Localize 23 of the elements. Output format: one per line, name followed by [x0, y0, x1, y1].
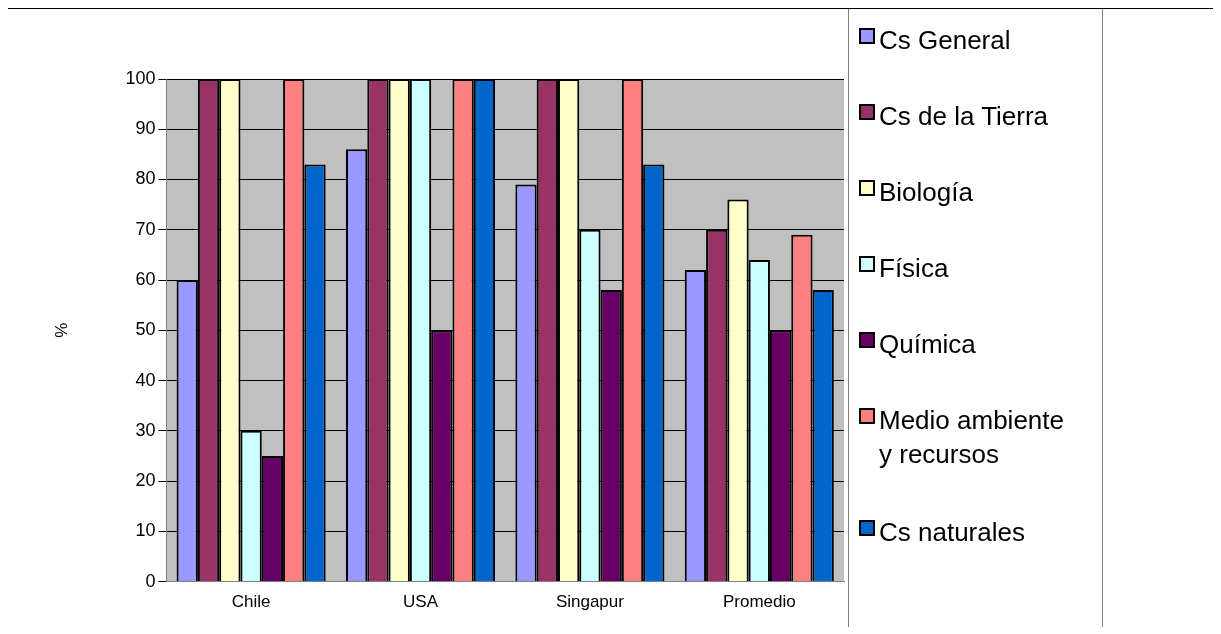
legend-label: Cs de la Tierra: [879, 100, 1050, 133]
y-axis-title: %: [51, 322, 71, 338]
legend-label: Cs naturales: [879, 516, 1026, 549]
x-tick-label: Promedio: [722, 592, 796, 612]
y-tick-label: 50: [135, 319, 156, 340]
y-tick-label: 30: [135, 419, 156, 440]
x-tick-label: USA: [403, 592, 439, 612]
y-tick-label: 70: [135, 218, 156, 239]
y-tick-label: 90: [135, 118, 156, 139]
legend-label: Biología: [879, 176, 974, 209]
legend-label: Química: [879, 328, 977, 361]
x-tick-label: Singapur: [555, 592, 625, 612]
x-tick-label: Chile: [231, 592, 271, 612]
y-tick-label: 40: [135, 369, 156, 390]
y-tick-label: 20: [135, 470, 156, 491]
legend-label: Medio ambiente y recursos: [879, 404, 1065, 471]
legend-label: Física: [879, 252, 950, 285]
y-tick-label: 80: [135, 168, 156, 189]
legend-label: Cs General: [879, 24, 1012, 57]
y-tick-label: 0: [145, 570, 156, 591]
y-tick-label: 60: [135, 269, 156, 290]
y-tick-label: 10: [135, 520, 156, 541]
y-tick-label: 100: [125, 67, 156, 88]
